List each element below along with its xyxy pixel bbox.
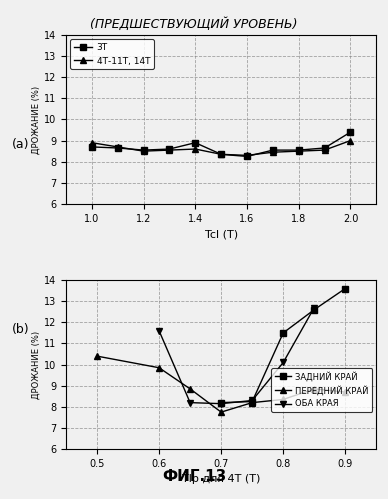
3Т <box>219 151 223 157</box>
4Т-11Т, 14Т <box>245 152 249 158</box>
Line: 4Т-11Т, 14Т: 4Т-11Т, 14Т <box>89 138 353 158</box>
4Т-11Т, 14Т <box>115 144 120 150</box>
ЗАДНИЙ КРАЙ <box>219 400 223 406</box>
ПЕРЕДНИЙ КРАЙ <box>343 389 348 395</box>
ПЕРЕДНИЙ КРАЙ <box>95 353 99 359</box>
4Т-11Т, 14Т <box>296 148 301 154</box>
ОБА КРАЯ <box>281 359 286 365</box>
Legend: ЗАДНИЙ КРАЙ, ПЕРЕДНИЙ КРАЙ, ОБА КРАЯ: ЗАДНИЙ КРАЙ, ПЕРЕДНИЙ КРАЙ, ОБА КРАЯ <box>271 368 372 412</box>
X-axis label: Tcl (Т): Tcl (Т) <box>204 229 238 239</box>
Line: ПЕРЕДНИЙ КРАЙ: ПЕРЕДНИЙ КРАЙ <box>94 353 348 415</box>
Line: 3Т: 3Т <box>89 129 353 159</box>
3Т <box>141 147 146 153</box>
ПЕРЕДНИЙ КРАЙ <box>188 386 192 392</box>
ЗАДНИЙ КРАЙ <box>281 330 286 336</box>
ПЕРЕДНИЙ КРАЙ <box>312 386 317 392</box>
3Т <box>167 146 172 152</box>
4Т-11Т, 14Т <box>348 138 353 144</box>
3Т <box>322 145 327 151</box>
ПЕРЕДНИЙ КРАЙ <box>157 365 161 371</box>
Y-axis label: ДРОЖАНИЕ (%): ДРОЖАНИЕ (%) <box>32 85 41 154</box>
3Т <box>193 140 197 146</box>
ОБА КРАЯ <box>312 304 317 310</box>
ЗАДНИЙ КРАЙ <box>312 307 317 313</box>
ОБА КРАЯ <box>250 398 255 404</box>
Text: (b): (b) <box>12 323 29 336</box>
ОБА КРАЯ <box>219 401 223 407</box>
ОБА КРАЯ <box>157 328 161 334</box>
3Т <box>348 129 353 135</box>
4Т-11Т, 14Т <box>322 147 327 153</box>
Text: (ПРЕДШЕСТВУЮЩИЙ УРОВЕНЬ): (ПРЕДШЕСТВУЮЩИЙ УРОВЕНЬ) <box>90 17 298 31</box>
3Т <box>115 145 120 151</box>
3Т <box>245 153 249 159</box>
Line: ОБА КРАЯ: ОБА КРАЯ <box>156 305 317 407</box>
3Т <box>270 147 275 153</box>
4Т-11Т, 14Т <box>90 140 94 146</box>
ПЕРЕДНИЙ КРАЙ <box>219 409 223 415</box>
Legend: 3Т, 4Т-11Т, 14Т: 3Т, 4Т-11Т, 14Т <box>71 39 154 69</box>
4Т-11Т, 14Т <box>219 151 223 157</box>
Text: (а): (а) <box>12 138 29 151</box>
ОБА КРАЯ <box>188 400 192 406</box>
Y-axis label: ДРОЖАНИЕ (%): ДРОЖАНИЕ (%) <box>32 330 41 399</box>
4Т-11Т, 14Т <box>141 148 146 154</box>
ЗАДНИЙ КРАЙ <box>250 399 255 405</box>
4Т-11Т, 14Т <box>167 147 172 153</box>
ПЕРЕДНИЙ КРАЙ <box>250 400 255 406</box>
ПЕРЕДНИЙ КРАЙ <box>281 396 286 402</box>
3Т <box>90 144 94 150</box>
4Т-11Т, 14Т <box>270 149 275 155</box>
ЗАДНИЙ КРАЙ <box>343 285 348 291</box>
4Т-11Т, 14Т <box>193 146 197 152</box>
3Т <box>296 147 301 153</box>
Line: ЗАДНИЙ КРАЙ: ЗАДНИЙ КРАЙ <box>218 286 348 405</box>
Text: ФИГ.13: ФИГ.13 <box>162 469 226 484</box>
X-axis label: Тlр для 4Т (Т): Тlр для 4Т (Т) <box>182 475 260 485</box>
